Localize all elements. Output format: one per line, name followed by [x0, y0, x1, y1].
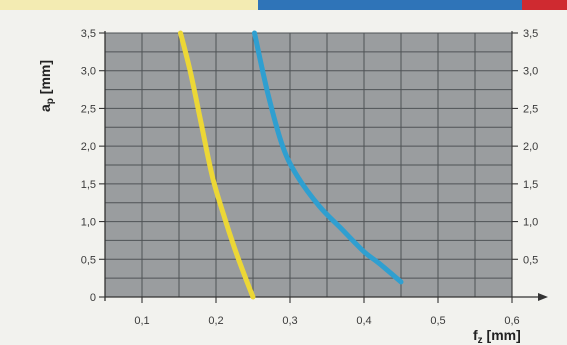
y-axis-title-unit: [mm]: [37, 60, 53, 98]
grid-lines: [104, 32, 513, 298]
tick-labels: 0 0,5 1,0 1,5 2,0 2,5 3,0 3,5 0,5 1,0 1,5 2,0 2,5 3,0…: [81, 28, 539, 327]
x-axis-title-main: f: [473, 327, 478, 343]
y-tick-label: 1,0: [81, 217, 96, 229]
right-y-tick-label: 0,5: [523, 254, 538, 266]
y-tick-label: 2,5: [81, 103, 96, 115]
right-y-tick-label: 2,0: [523, 141, 538, 153]
strip-yellow-segment: [0, 0, 258, 10]
x-axis-title: fz [mm]: [473, 327, 521, 345]
strip-red-segment: [522, 0, 567, 10]
strip-blue-segment: [258, 0, 522, 10]
y-tick-label: 2,0: [81, 141, 96, 153]
x-axis-title-sub: z: [478, 335, 483, 345]
axes: [99, 31, 548, 303]
right-y-tick-label: 3,0: [523, 66, 538, 78]
x-tick-label: 0,1: [134, 315, 149, 327]
y-axis-title: ap [mm]: [37, 60, 56, 112]
x-axis-title-unit: [mm]: [483, 327, 521, 343]
x-tick-label: 0,4: [356, 315, 371, 327]
y-tick-label: 0: [90, 292, 96, 304]
series-line-1: [178, 30, 256, 300]
y-tick-label: 3,5: [81, 28, 96, 40]
y-tick-label: 1,5: [81, 179, 96, 191]
right-y-tick-label: 3,5: [523, 28, 538, 40]
right-y-tick-label: 1,5: [523, 179, 538, 191]
x-tick-label: 0,6: [504, 315, 519, 327]
x-tick-label: 0,2: [208, 315, 223, 327]
x-tick-label: 0,5: [430, 315, 445, 327]
series-line-2: [252, 30, 404, 285]
y-axis-title-sub: p: [45, 98, 56, 104]
top-color-strip: [0, 0, 567, 10]
y-tick-label: 0,5: [81, 254, 96, 266]
x-tick-label: 0,3: [282, 315, 297, 327]
series-group: [178, 30, 404, 300]
y-tick-label: 3,0: [81, 66, 96, 78]
y-axis-title-main: a: [37, 104, 53, 112]
right-y-tick-label: 2,5: [523, 103, 538, 115]
x-axis-arrow: [538, 293, 548, 301]
right-y-tick-label: 1,0: [523, 217, 538, 229]
